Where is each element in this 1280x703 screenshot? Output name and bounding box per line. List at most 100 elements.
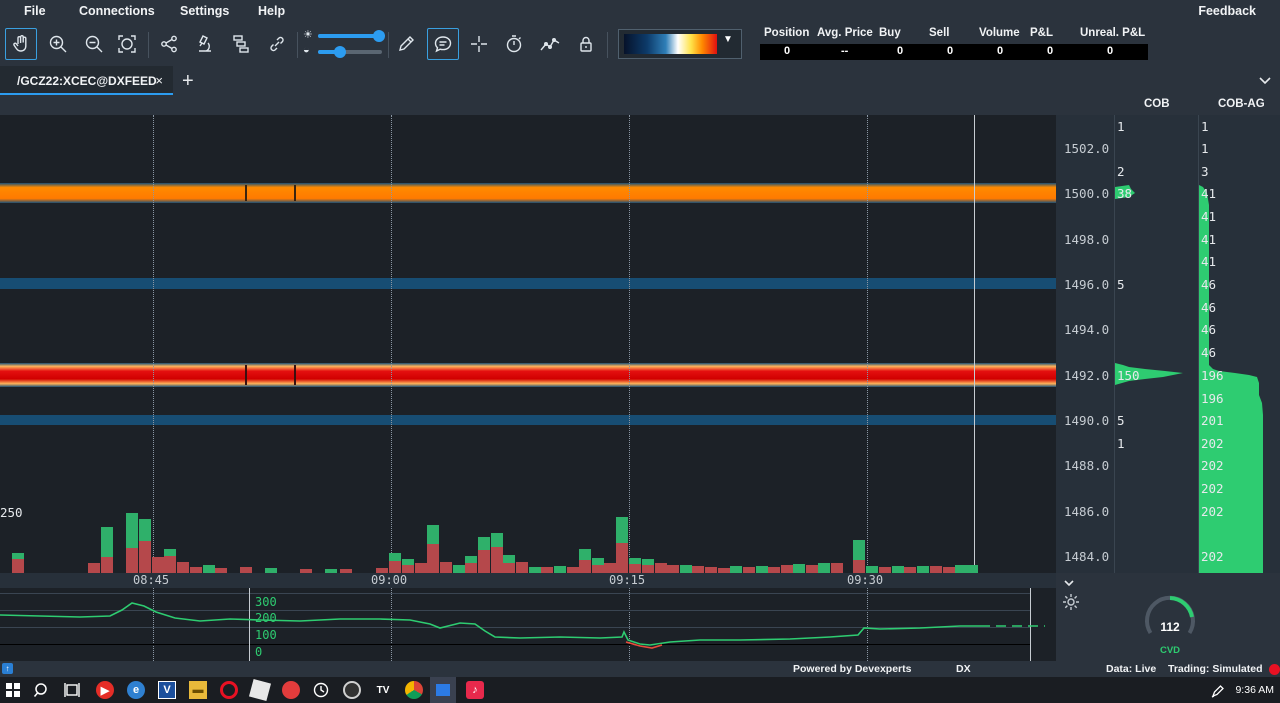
youtube-icon[interactable]: ▶	[96, 681, 114, 699]
liquidity-level-1492	[0, 363, 1056, 387]
cob-ag-value: 196	[1201, 391, 1224, 406]
time-grid-line	[391, 588, 392, 661]
cob-ag-value: 41	[1201, 254, 1217, 269]
cvd-gauge-ring	[1145, 595, 1195, 635]
bookmap-icon[interactable]	[430, 677, 456, 703]
hand-icon[interactable]	[5, 28, 37, 60]
volume-bars	[12, 513, 978, 573]
windows-icon[interactable]	[4, 681, 22, 699]
share-icon[interactable]	[153, 28, 185, 60]
opera-icon[interactable]	[220, 681, 238, 699]
microscope-icon[interactable]	[189, 28, 221, 60]
cvd-axis-label: 0	[255, 645, 263, 659]
time-grid-line	[867, 588, 868, 661]
chart-line-icon[interactable]	[534, 28, 566, 60]
cob-ag-value: 201	[1201, 413, 1224, 428]
timer-icon[interactable]	[498, 28, 530, 60]
tiktok-icon[interactable]: ♪	[466, 681, 484, 699]
cob-ag-value: 41	[1201, 186, 1217, 201]
chat-icon[interactable]	[427, 28, 459, 60]
close-icon[interactable]: ×	[155, 73, 163, 88]
app-icon: ↑	[2, 663, 13, 674]
position-values-row	[760, 44, 1148, 60]
tradingview-icon[interactable]: TV	[376, 684, 390, 696]
cob-ag-header: COB-AG	[1218, 98, 1265, 110]
cob-ag-value: 46	[1201, 300, 1217, 315]
toolbar-separator	[388, 32, 389, 58]
time-label: 09:15	[609, 573, 646, 587]
menu-bar: File Connections Settings Help Feedback	[0, 0, 1280, 24]
cvd-grid-line	[0, 627, 1030, 628]
chrome-icon[interactable]	[405, 681, 423, 699]
cob-column: 1 2 38 5 150 5 1	[1114, 115, 1198, 573]
cvd-indicator-pane[interactable]: 300 200 100 0	[0, 588, 1056, 661]
layers-icon[interactable]	[225, 28, 257, 60]
cob-ag-value: 46	[1201, 322, 1217, 337]
liquidity-level-1500	[0, 183, 1056, 203]
price-label: 1484.0	[1064, 549, 1110, 564]
pen-icon[interactable]	[1210, 683, 1226, 699]
powered-by-text: Powered by Devexperts	[793, 663, 912, 675]
edge-icon[interactable]: e	[127, 681, 145, 699]
feedback-link[interactable]: Feedback	[1198, 4, 1256, 18]
menu-file[interactable]: File	[24, 4, 46, 18]
buy-header: Buy	[879, 27, 901, 39]
contrast-slider[interactable]	[318, 46, 382, 58]
zoom-fit-icon[interactable]	[111, 28, 143, 60]
clock-icon[interactable]	[312, 681, 330, 699]
time-axis[interactable]: 08:45 09:00 09:15 09:30	[0, 573, 1056, 588]
obs-icon[interactable]	[343, 681, 361, 699]
price-label: 1488.0	[1064, 458, 1110, 473]
cob-ag-value: 196	[1201, 368, 1224, 383]
tab-gcz22[interactable]: /GCZ22:XCEC@DXFEED ×	[0, 66, 173, 95]
sell-value: 0	[947, 45, 954, 57]
zoom-out-icon[interactable]	[78, 28, 110, 60]
cvd-axis-label: 300	[255, 595, 277, 609]
cob-value: 38	[1117, 186, 1133, 201]
gear-icon[interactable]	[1061, 592, 1081, 612]
crosshair-icon[interactable]	[463, 28, 495, 60]
heatmap-chart[interactable]	[0, 115, 1056, 573]
chevron-down-icon: ▼	[723, 34, 733, 45]
menu-settings[interactable]: Settings	[180, 4, 230, 18]
chevron-down-icon[interactable]	[1062, 576, 1076, 590]
paint-icon[interactable]	[282, 681, 300, 699]
cob-ag-value: 1	[1201, 141, 1209, 156]
brightness-slider[interactable]	[318, 30, 385, 42]
price-label: 1492.0	[1064, 368, 1110, 383]
cob-value: 150	[1117, 368, 1140, 383]
price-label: 1500.0	[1064, 186, 1110, 201]
cob-ag-value: 41	[1201, 209, 1217, 224]
task-view-icon[interactable]	[63, 681, 81, 699]
pencil-icon[interactable]	[390, 28, 422, 60]
heatmap-gradient-select[interactable]: ▼	[618, 29, 742, 59]
visual-studio-icon[interactable]: V	[158, 681, 176, 699]
price-label: 1496.0	[1064, 277, 1110, 292]
chevron-down-icon[interactable]	[1258, 74, 1272, 88]
lock-icon[interactable]	[570, 28, 602, 60]
cob-header: COB	[1144, 98, 1170, 110]
time-grid-line	[391, 115, 392, 573]
position-header: Position	[764, 27, 810, 39]
link-icon[interactable]	[261, 28, 293, 60]
toolbar-separator	[297, 32, 298, 58]
cob-ag-value: 1	[1201, 119, 1209, 134]
file-explorer-icon[interactable]: ▬	[189, 681, 207, 699]
cvd-grid-line	[0, 610, 1030, 611]
cvd-axis-label: 100	[255, 628, 277, 642]
time-grid-line	[867, 115, 868, 573]
data-status: Data: Live	[1106, 663, 1157, 675]
roblox-icon[interactable]	[248, 678, 272, 702]
add-tab-button[interactable]: +	[182, 70, 194, 92]
liquidity-level-1490	[0, 415, 1056, 425]
zoom-in-icon[interactable]	[42, 28, 74, 60]
tab-label: /GCZ22:XCEC@DXFEED	[17, 74, 157, 88]
menu-connections[interactable]: Connections	[79, 4, 155, 18]
volume-scale-label: 250	[0, 505, 23, 520]
cob-value: 5	[1117, 413, 1125, 428]
search-icon[interactable]	[33, 681, 51, 699]
menu-help[interactable]: Help	[258, 4, 286, 18]
price-axis[interactable]: 1502.0 1500.0 1498.0 1496.0 1494.0 1492.…	[1056, 115, 1114, 573]
time-grid-line	[629, 588, 630, 661]
cob-value: 1	[1117, 436, 1125, 451]
